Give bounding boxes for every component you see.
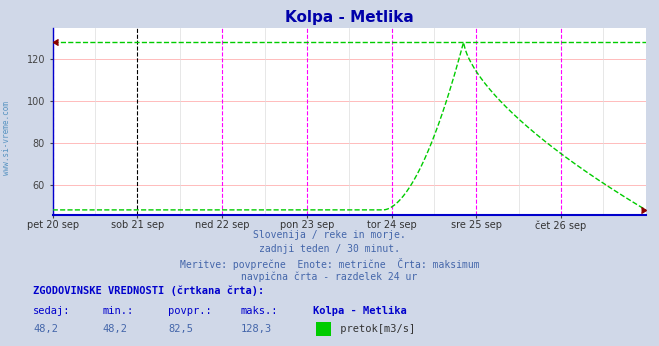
Text: www.si-vreme.com: www.si-vreme.com <box>2 101 11 175</box>
Title: Kolpa - Metlika: Kolpa - Metlika <box>285 10 414 25</box>
Text: 128,3: 128,3 <box>241 324 272 334</box>
Text: pretok[m3/s]: pretok[m3/s] <box>334 324 415 334</box>
Text: Slovenija / reke in morje.: Slovenija / reke in morje. <box>253 230 406 240</box>
Text: ZGODOVINSKE VREDNOSTI (črtkana črta):: ZGODOVINSKE VREDNOSTI (črtkana črta): <box>33 285 264 296</box>
Text: sedaj:: sedaj: <box>33 306 71 316</box>
Text: 48,2: 48,2 <box>102 324 127 334</box>
Text: povpr.:: povpr.: <box>168 306 212 316</box>
Text: Kolpa - Metlika: Kolpa - Metlika <box>313 306 407 316</box>
Text: min.:: min.: <box>102 306 133 316</box>
Text: maks.:: maks.: <box>241 306 278 316</box>
Text: navpična črta - razdelek 24 ur: navpična črta - razdelek 24 ur <box>241 272 418 282</box>
Text: 48,2: 48,2 <box>33 324 58 334</box>
Text: 82,5: 82,5 <box>168 324 193 334</box>
Text: Meritve: povprečne  Enote: metrične  Črta: maksimum: Meritve: povprečne Enote: metrične Črta:… <box>180 258 479 270</box>
Text: zadnji teden / 30 minut.: zadnji teden / 30 minut. <box>259 244 400 254</box>
